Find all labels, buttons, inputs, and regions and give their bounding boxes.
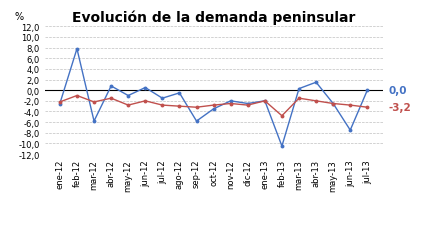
% Demanda bruta [211, 108, 216, 111]
% Demanda bruta [57, 103, 63, 105]
% Demanda bruta [91, 120, 97, 123]
% Demanda [91, 101, 97, 104]
Title: Evolución de la demanda peninsular: Evolución de la demanda peninsular [72, 10, 355, 25]
% Demanda [177, 105, 182, 108]
% Demanda bruta [245, 103, 251, 105]
% Demanda bruta [228, 100, 233, 103]
% Demanda [313, 100, 319, 103]
Line: % Demanda: % Demanda [58, 94, 369, 118]
Text: %: % [14, 12, 23, 22]
% Demanda [245, 104, 251, 107]
% Demanda bruta [262, 100, 267, 103]
% Demanda [296, 97, 302, 100]
% Demanda [109, 97, 114, 100]
% Demanda bruta [296, 88, 302, 91]
Line: % Demanda bruta: % Demanda bruta [58, 47, 369, 148]
% Demanda [262, 100, 267, 103]
Text: 0,0: 0,0 [388, 86, 407, 96]
% Demanda bruta [279, 145, 285, 148]
% Demanda bruta [125, 95, 131, 97]
% Demanda [57, 101, 63, 104]
Text: -3,2: -3,2 [388, 103, 411, 113]
% Demanda [194, 106, 199, 109]
% Demanda [348, 104, 353, 107]
% Demanda [279, 115, 285, 118]
% Demanda bruta [177, 92, 182, 95]
% Demanda [211, 104, 216, 107]
% Demanda [364, 106, 370, 109]
% Demanda bruta [142, 87, 148, 89]
% Demanda bruta [313, 81, 319, 84]
% Demanda bruta [74, 48, 80, 51]
% Demanda [125, 104, 131, 107]
% Demanda [331, 103, 336, 105]
% Demanda [74, 95, 80, 97]
% Demanda bruta [364, 89, 370, 92]
% Demanda bruta [348, 129, 353, 132]
% Demanda bruta [194, 120, 199, 123]
% Demanda bruta [331, 103, 336, 105]
% Demanda bruta [109, 85, 114, 88]
% Demanda bruta [160, 97, 165, 100]
% Demanda [160, 104, 165, 107]
% Demanda [228, 103, 233, 105]
% Demanda [142, 100, 148, 103]
